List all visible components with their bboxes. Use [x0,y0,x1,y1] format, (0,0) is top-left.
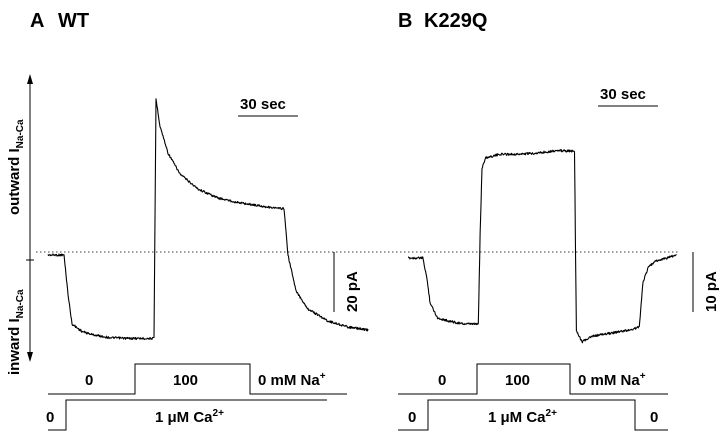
panel-b-current-scale-label: 10 pA [703,271,720,312]
panel-a-time-scale-label: 30 sec [240,96,286,113]
panel-a-ca-label-1: 1 μM Ca2+ [155,408,224,426]
panel-b-na-label-0: 0 [438,372,446,389]
panel-b-ca-label-1: 1 μM Ca2+ [488,408,557,426]
panel-a-ca-protocol-line [48,399,327,431]
panel-b-na-label-100: 100 [505,372,530,389]
inward-current-label: inward INa-Ca [6,289,26,375]
panel-b-time-scale-label: 30 sec [600,86,646,103]
panel-b-na-label-end: 0 mM Na+ [578,371,646,389]
panel-b-ca-label-end: 0 [650,409,658,426]
panel-a-title: WT [58,10,89,32]
panel-a-ca-label-0: 0 [46,409,54,426]
outward-current-label: outward INa-Ca [6,119,26,215]
current-direction-axis [26,74,34,362]
panel-a-letter: A [30,10,44,32]
panel-a-na-label-0: 0 [85,372,93,389]
panel-a-na-label-100: 100 [173,372,198,389]
panel-b-na-protocol-line [398,363,668,395]
panel-a-current-scale-label: 20 pA [344,271,361,312]
panel-b-letter: B [398,10,412,32]
panel-b-title: K229Q [424,10,487,32]
panel-b-ca-protocol-line [398,399,668,431]
panel-a-na-label-end: 0 mM Na+ [258,371,326,389]
panel-a-na-protocol-line [48,363,347,395]
panel-a-current-trace [47,98,369,340]
panel-b-ca-label-0: 0 [408,409,416,426]
panel-b-current-trace [407,149,677,344]
